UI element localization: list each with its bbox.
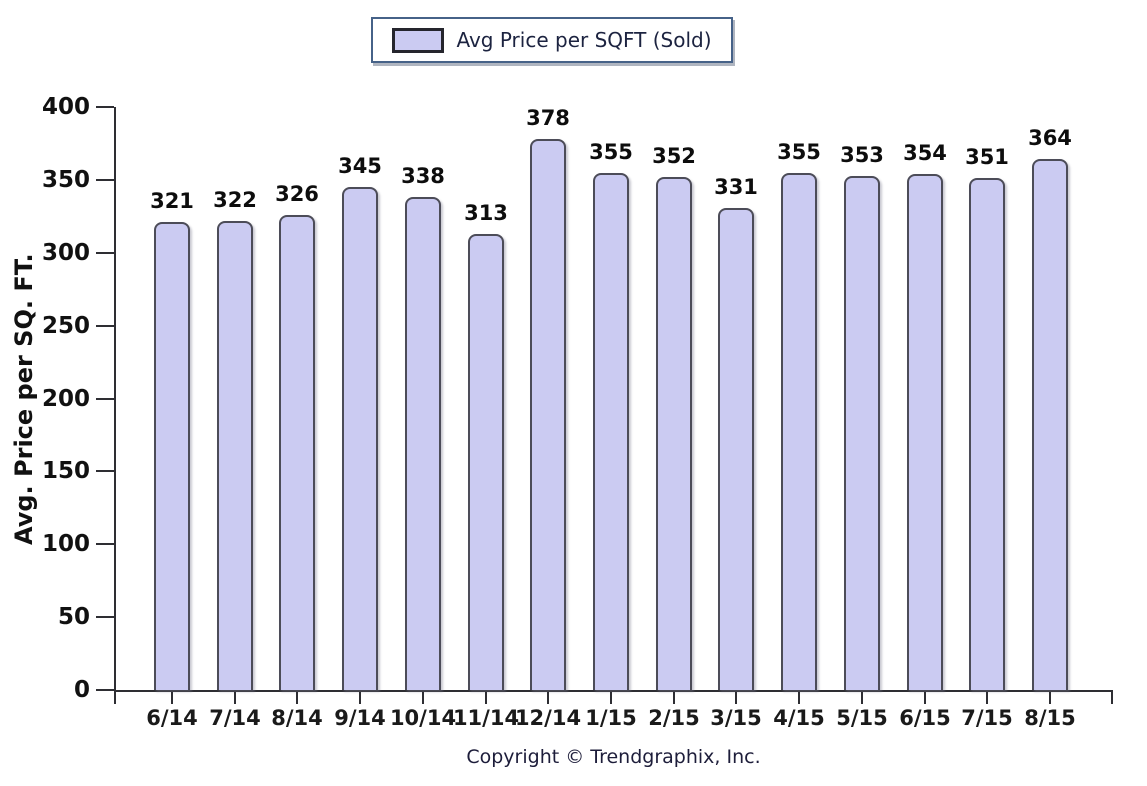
y-axis-tick-label: 400 [41,94,90,120]
legend-swatch [392,27,445,53]
x-axis-tick [924,692,926,704]
y-axis-tick [96,543,114,545]
x-axis-tick [422,692,424,704]
plot-area: 0 50 100 150 200 250 300 350 400 321 6/14 322 7/14 32… [42,94,1113,730]
bar [217,221,253,690]
bar [656,177,692,690]
x-axis-tick-label: 7/15 [961,706,1013,730]
x-axis-tick [547,692,549,704]
y-axis-tick-label: 150 [41,458,90,484]
y-axis-tick [96,252,114,254]
bar-value-label: 353 [840,143,884,167]
y-axis-tick-label: 50 [57,604,90,630]
x-axis-end-tick [1111,692,1113,704]
bar [342,187,378,690]
x-axis-tick-label: 10/14 [389,706,457,730]
x-axis-tick-label: 6/15 [899,706,951,730]
x-axis-tick-label: 7/14 [209,706,261,730]
bar [781,173,817,690]
x-axis-tick-label: 2/15 [648,706,700,730]
x-axis-tick-label: 12/14 [514,706,582,730]
legend-label: Avg Price per SQFT (Sold) [456,28,712,52]
bar-value-label: 326 [275,182,319,206]
y-axis-tick [96,325,114,327]
bar [530,139,566,690]
x-axis-tick-label: 8/15 [1024,706,1076,730]
bar-value-label: 364 [1028,126,1072,150]
bar [844,176,880,690]
bar [593,173,629,690]
x-axis-tick [986,692,988,704]
y-axis-tick [96,470,114,472]
x-axis-tick [296,692,298,704]
x-axis-tick [673,692,675,704]
y-axis-tick [96,106,114,108]
legend: Avg Price per SQFT (Sold) [371,17,733,63]
y-axis-tick [96,179,114,181]
copyright-text: Copyright © Trendgraphix, Inc. [466,746,761,768]
bar [1032,159,1068,690]
y-axis-tick [96,398,114,400]
bar-value-label: 378 [526,106,570,130]
bar-value-label: 321 [150,189,194,213]
bar-value-label: 331 [714,175,758,199]
y-axis-tick-label: 0 [73,677,90,703]
y-axis-tick-label: 100 [41,531,90,557]
bar [907,174,943,690]
x-axis-tick [798,692,800,704]
x-axis-tick [234,692,236,704]
y-axis-tick-label: 300 [41,240,90,266]
y-axis-tick [96,616,114,618]
y-axis-tick-label: 200 [41,386,90,412]
bar [279,215,315,690]
bar-value-label: 355 [589,140,633,164]
bar-value-label: 351 [965,145,1009,169]
x-axis-tick-label: 5/15 [836,706,888,730]
bar-value-label: 345 [338,154,382,178]
x-axis-tick-label: 11/14 [452,706,520,730]
x-axis-tick [735,692,737,704]
x-axis-tick [485,692,487,704]
y-axis-tick-label: 250 [41,313,90,339]
x-axis-tick [171,692,173,704]
bar-value-label: 338 [401,164,445,188]
bar [969,178,1005,690]
x-axis-tick [1049,692,1051,704]
bar-value-label: 355 [777,140,821,164]
bar [405,197,441,690]
x-axis-tick-label: 3/15 [710,706,762,730]
bar [718,208,754,690]
bar [154,222,190,690]
bar-value-label: 354 [903,141,947,165]
x-axis-tick [610,692,612,704]
x-axis-tick-label: 9/14 [334,706,386,730]
x-axis-tick-label: 1/15 [585,706,637,730]
bar-value-label: 322 [213,188,257,212]
bar-value-label: 313 [464,201,508,225]
x-axis-tick-label: 6/14 [146,706,198,730]
y-axis-tick-label: 350 [41,167,90,193]
x-axis-origin-tick [114,692,116,704]
bar [468,234,504,690]
bar-value-label: 352 [652,144,696,168]
x-axis-tick [861,692,863,704]
x-axis-tick [359,692,361,704]
x-axis-tick-label: 4/15 [773,706,825,730]
y-axis-tick [96,689,114,691]
x-axis-tick-label: 8/14 [271,706,323,730]
